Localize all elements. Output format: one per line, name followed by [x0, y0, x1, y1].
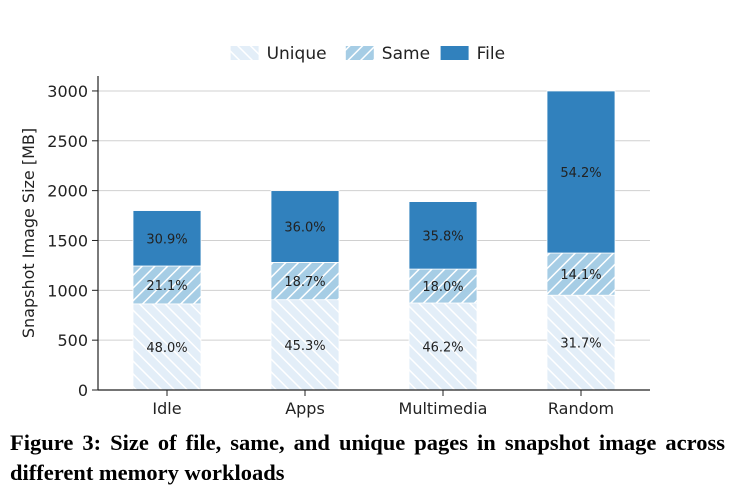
bar-file	[408, 201, 478, 270]
bar-value-label: 48.0%	[146, 341, 187, 356]
bar-file	[270, 190, 340, 263]
legend-swatch-file	[440, 46, 469, 60]
axes: 0 500 1000 1500 2000 2500 3000 Idle Apps Multimed…	[19, 76, 650, 418]
bar-same	[546, 252, 616, 296]
bar-value-label: 45.3%	[284, 339, 325, 354]
bar-same	[270, 262, 340, 301]
y-tick-label: 500	[57, 331, 88, 350]
y-tick-label: 1000	[47, 281, 88, 300]
legend-label-unique: Unique	[267, 44, 327, 64]
x-tick-label: Apps	[285, 399, 325, 418]
bar-same	[408, 268, 478, 304]
bar-value-label: 30.9%	[146, 232, 187, 247]
y-axis-label: Snapshot Image Size [MB]	[19, 128, 38, 338]
legend: Unique Same File	[230, 44, 505, 64]
bar-value-label: 36.0%	[284, 221, 325, 236]
y-tick-label: 2000	[47, 182, 88, 201]
stacked-bar-chart: Unique Same File 48.0% 21.1% 30.9% 45.3% 18.7%…	[19, 44, 650, 418]
legend-swatch-unique	[230, 46, 259, 60]
y-tick-label: 2500	[47, 132, 88, 151]
bars: 48.0% 21.1% 30.9% 45.3% 18.7% 36.0% 46.2% 18.0%…	[132, 90, 616, 391]
bar-file	[546, 90, 616, 254]
bar-same	[132, 265, 202, 305]
figure-caption: Figure 3: Size of file, same, and unique…	[10, 430, 725, 485]
bar-value-label: 18.0%	[422, 280, 463, 295]
y-tick-label: 3000	[47, 82, 88, 101]
y-tick-label: 0	[78, 381, 88, 400]
y-tick-label: 1500	[47, 231, 88, 250]
x-tick-label: Random	[548, 399, 614, 418]
bar-value-label: 54.2%	[560, 166, 601, 181]
bar-value-label: 46.2%	[422, 340, 463, 355]
bar-value-label: 35.8%	[422, 229, 463, 244]
x-tick-label: Multimedia	[399, 399, 488, 418]
x-tick-label: Idle	[152, 399, 181, 418]
bar-value-label: 18.7%	[284, 275, 325, 290]
bar-unique	[546, 294, 616, 391]
legend-label-file: File	[477, 44, 505, 64]
bar-value-label: 21.1%	[146, 279, 187, 294]
legend-swatch-same	[345, 46, 374, 60]
legend-label-same: Same	[382, 44, 430, 64]
bar-file	[132, 210, 202, 267]
bar-value-label: 31.7%	[560, 337, 601, 352]
bar-value-label: 14.1%	[560, 268, 601, 283]
